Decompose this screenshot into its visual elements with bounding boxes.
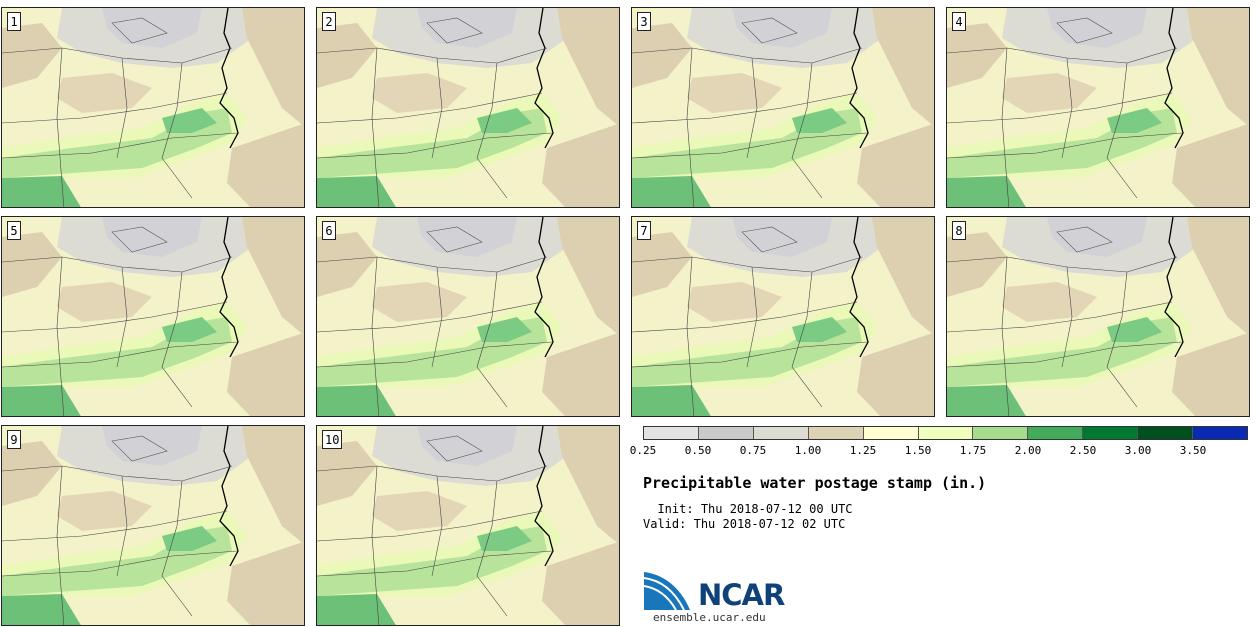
map-image — [317, 8, 619, 207]
map-image — [2, 217, 304, 416]
panel-label: 2 — [322, 12, 336, 31]
panel-label: 3 — [637, 12, 651, 31]
panel-label: 8 — [952, 221, 966, 240]
init-time: Thu 2018-07-12 00 UTC — [700, 502, 853, 516]
colorbar-segment — [753, 427, 809, 439]
colorbar-segment — [808, 427, 864, 439]
colorbar-segment — [918, 427, 974, 439]
map-panel: 1 — [1, 7, 305, 208]
colorbar-tick-label: 2.00 — [1014, 444, 1042, 457]
map-panel: 3 — [631, 7, 935, 208]
map-panel: 10 — [316, 425, 620, 626]
map-image — [947, 217, 1249, 416]
map-panel: 7 — [631, 216, 935, 417]
panel-label: 5 — [7, 221, 21, 240]
valid-time: Thu 2018-07-12 02 UTC — [693, 517, 846, 531]
colorbar-tick-label: 1.75 — [959, 444, 987, 457]
colorbar-segment — [1193, 427, 1247, 439]
colorbar-segment — [1028, 427, 1084, 439]
colorbar-segment — [644, 427, 699, 439]
colorbar-tick-label: 0.25 — [629, 444, 657, 457]
map-image — [947, 8, 1249, 207]
init-label: Init: — [657, 502, 694, 516]
colorbar-segment — [698, 427, 754, 439]
map-image — [2, 426, 304, 625]
map-panel: 9 — [1, 425, 305, 626]
logo-url[interactable]: ensemble.ucar.edu — [653, 611, 766, 624]
colorbar-tick-label: 1.25 — [849, 444, 877, 457]
colorbar-segment — [973, 427, 1029, 439]
panel-label: 9 — [7, 430, 21, 449]
map-image — [632, 8, 934, 207]
panel-label: 1 — [7, 12, 21, 31]
ncar-logo-icon — [643, 572, 690, 611]
colorbar-tick-label: 3.50 — [1179, 444, 1207, 457]
map-panel: 2 — [316, 7, 620, 208]
colorbar-tick-label: 2.50 — [1069, 444, 1097, 457]
map-panel: 8 — [946, 216, 1250, 417]
init-line: Init: Thu 2018-07-12 00 UTC — [643, 502, 853, 516]
panel-label: 7 — [637, 221, 651, 240]
map-image — [317, 426, 619, 625]
colorbar-tick-label: 1.50 — [904, 444, 932, 457]
panel-label: 6 — [322, 221, 336, 240]
colorbar-segment — [1138, 427, 1194, 439]
map-panel: 4 — [946, 7, 1250, 208]
colorbar-segment — [863, 427, 919, 439]
colorbar-tick-label: 0.50 — [684, 444, 712, 457]
map-image — [632, 217, 934, 416]
panel-label: 10 — [322, 430, 343, 449]
valid-line: Valid: Thu 2018-07-12 02 UTC — [643, 517, 845, 531]
figure-title: Precipitable water postage stamp (in.) — [643, 474, 987, 492]
panel-label: 4 — [952, 12, 966, 31]
colorbar — [643, 426, 1248, 440]
logo-name: NCAR — [698, 578, 785, 612]
colorbar-tick-label: 0.75 — [739, 444, 767, 457]
valid-label: Valid: — [643, 517, 687, 531]
map-image — [2, 8, 304, 207]
colorbar-segment — [1083, 427, 1139, 439]
colorbar-tick-label: 1.00 — [794, 444, 822, 457]
map-panel: 5 — [1, 216, 305, 417]
map-image — [317, 217, 619, 416]
colorbar-tick-label: 3.00 — [1124, 444, 1152, 457]
map-panel: 6 — [316, 216, 620, 417]
